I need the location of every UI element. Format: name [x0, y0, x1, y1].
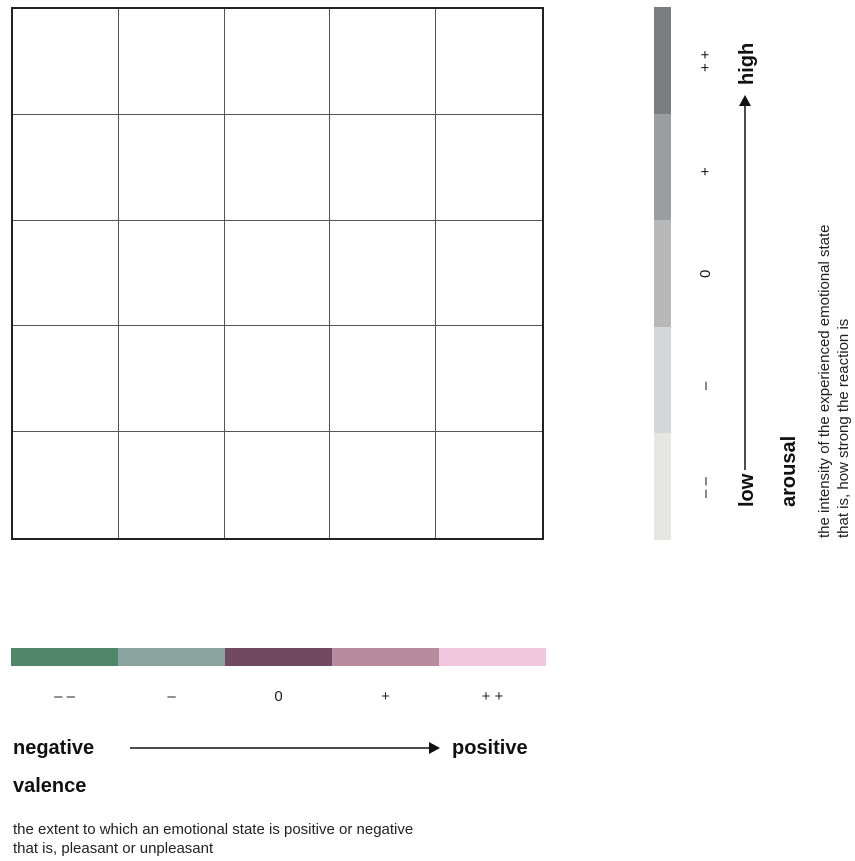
- grid-cell: [13, 432, 119, 538]
- valence-label-neutral: 0: [274, 688, 283, 705]
- grid-cell: [436, 326, 542, 433]
- arousal-description-line1: the intensity of the experienced emotion…: [816, 224, 833, 538]
- grid-cell: [224, 114, 331, 221]
- grid-cell: [119, 432, 225, 538]
- grid-cell: [436, 221, 542, 327]
- valence-arrow: [130, 742, 440, 754]
- valence-description-line1: the extent to which an emotional state i…: [13, 821, 414, 838]
- valence-label-very-positive: + +: [481, 688, 504, 705]
- grid-cell: [13, 114, 119, 221]
- valence-label-very-negative: – –: [54, 688, 75, 705]
- grid-cell: [118, 9, 225, 115]
- grid-cell: [118, 114, 225, 221]
- grid-cell: [225, 432, 331, 538]
- grid-cell: [13, 326, 119, 433]
- valence-title: valence: [13, 775, 87, 797]
- arousal-swatch-low: [654, 326, 671, 434]
- arousal-swatch-very-high: [654, 7, 671, 114]
- grid-cell: [436, 9, 542, 115]
- arousal-arrow: [739, 95, 751, 470]
- grid-cell: [224, 326, 331, 433]
- arousal-swatch-neutral: [654, 220, 671, 327]
- grid-cell: [436, 432, 542, 538]
- arousal-label-low: –: [697, 381, 714, 390]
- arousal-label-very-low: – –: [697, 477, 714, 498]
- grid-cell: [13, 9, 119, 115]
- grid-cell: [330, 9, 437, 115]
- arousal-label-neutral: 0: [697, 269, 714, 278]
- arousal-color-scale: [654, 7, 671, 540]
- arousal-title: arousal: [778, 435, 800, 507]
- valence-swatch-negative: [118, 648, 225, 666]
- valence-color-scale: [11, 648, 546, 666]
- valence-arousal-grid: [11, 7, 544, 540]
- valence-swatch-very-positive: [439, 648, 546, 666]
- grid-cell: [224, 220, 331, 327]
- arousal-low-label: low: [736, 473, 758, 507]
- arousal-swatch-high: [654, 113, 671, 221]
- arousal-label-very-high: + +: [697, 50, 714, 72]
- arousal-swatch-very-low: [654, 433, 671, 540]
- arousal-description-line2: that is, how strong the reaction is: [835, 318, 852, 538]
- valence-swatch-neutral: [225, 648, 332, 666]
- valence-label-positive: +: [381, 688, 390, 705]
- grid-cell: [330, 220, 437, 327]
- arousal-label-high: +: [697, 167, 714, 176]
- valence-swatch-very-negative: [11, 648, 118, 666]
- grid-cell: [330, 432, 437, 538]
- grid-cell: [436, 115, 542, 221]
- valence-swatch-positive: [332, 648, 439, 666]
- grid-cell: [330, 114, 437, 221]
- valence-high-label: positive: [452, 737, 528, 759]
- valence-description-line2: that is, pleasant or unpleasant: [13, 840, 214, 857]
- grid-cell: [224, 9, 331, 115]
- valence-label-negative: –: [167, 688, 176, 705]
- valence-low-label: negative: [13, 737, 95, 759]
- grid-cell: [330, 326, 437, 433]
- grid-cell: [118, 326, 225, 433]
- arousal-high-label: high: [736, 42, 758, 85]
- grid-cell: [13, 220, 119, 327]
- grid-cell: [118, 220, 225, 327]
